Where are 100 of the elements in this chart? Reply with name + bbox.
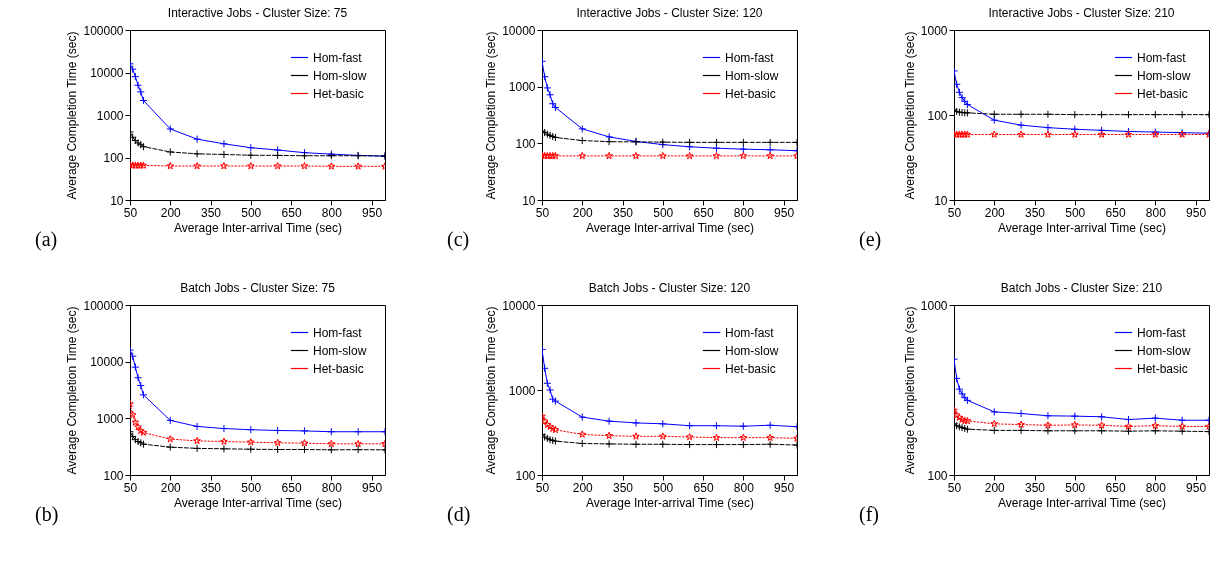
x-axis-title: Average Inter-arrival Time (sec) [174,495,342,510]
y-tick-label: 100000 [83,23,124,38]
legend-label: Hom-fast [313,50,363,65]
y-axis-title: Average Completion Time (sec) [484,306,499,475]
y-tick-label: 100 [515,468,536,483]
legend-label: Hom-slow [725,68,779,83]
x-tick-label: 500 [653,480,674,495]
text: (f) [859,503,879,526]
y-tick-label: 10000 [90,66,124,80]
x-tick-label: 650 [693,205,714,220]
y-tick-label: 1000 [508,383,536,398]
y-axis-title: Average Completion Time (sec) [65,306,80,475]
x-tick-label: 950 [362,205,383,220]
legend-label: Hom-slow [1137,343,1191,358]
chart-title: Batch Jobs - Cluster Size: 75 [180,281,336,295]
legend-label: Hom-fast [1137,325,1187,340]
x-tick-label: 800 [733,205,755,220]
chart-title: Interactive Jobs - Cluster Size: 210 [988,6,1175,20]
x-tick-label: 950 [774,205,795,220]
x-tick-label: 950 [774,480,795,495]
x-tick-label: 350 [201,205,222,220]
y-axis-title: Average Completion Time (sec) [902,306,917,475]
chart-title: Batch Jobs - Cluster Size: 210 [1000,281,1163,295]
x-axis-title: Average Inter-arrival Time (sec) [174,220,342,235]
y-tick-label: 1000 [96,108,124,123]
legend-label: Het-basic [725,361,776,376]
y-tick-label: 100 [515,136,536,151]
x-tick-label: 350 [201,480,222,495]
x-tick-label: 650 [1105,480,1126,495]
x-tick-label: 350 [613,205,634,220]
x-axis-title: Average Inter-arrival Time (sec) [586,220,754,235]
x-tick-label: 800 [321,480,343,495]
x-tick-label: 200 [572,205,594,220]
y-tick-label: 1000 [96,411,124,426]
legend-label: Hom-fast [313,325,363,340]
x-tick-label: 50 [947,480,962,495]
y-tick-label: 100 [927,468,948,483]
y-tick-label: 100000 [83,298,124,313]
x-tick-label: 650 [693,480,714,495]
x-tick-label: 800 [733,480,755,495]
x-tick-label: 950 [362,480,383,495]
text: (c) [447,228,470,251]
x-tick-label: 200 [160,480,182,495]
x-tick-label: 350 [613,480,634,495]
y-tick-label: 10 [522,193,536,208]
legend-label: Hom-fast [1137,50,1187,65]
x-tick-label: 950 [1186,480,1207,495]
y-tick-label: 100 [927,108,948,123]
text: (e) [859,228,882,251]
text: (b) [35,503,59,526]
y-tick-label: 10000 [502,23,536,38]
legend-label: Hom-slow [725,343,779,358]
legend-label: Het-basic [1137,86,1188,101]
x-tick-label: 650 [1105,205,1126,220]
y-tick-label: 1000 [920,23,948,38]
x-tick-label: 500 [241,205,262,220]
y-tick-label: 10000 [90,355,124,370]
x-tick-label: 200 [160,205,182,220]
y-tick-label: 100 [103,468,124,483]
x-tick-label: 800 [1145,205,1167,220]
x-tick-label: 500 [241,480,262,495]
legend-label: Het-basic [725,86,776,101]
legend-label: Hom-slow [1137,68,1191,83]
legend-label: Het-basic [313,86,364,101]
legend-label: Het-basic [313,361,364,376]
x-tick-label: 350 [1025,205,1046,220]
text: (d) [447,503,471,526]
x-tick-label: 650 [281,205,302,220]
y-tick-label: 1000 [508,80,536,95]
text: (a) [35,228,58,251]
y-axis-title: Average Completion Time (sec) [484,31,499,200]
y-tick-label: 100 [103,151,124,165]
x-tick-label: 50 [535,480,550,495]
y-tick-label: 1000 [920,298,948,313]
x-tick-label: 50 [123,480,138,495]
legend-label: Hom-slow [313,68,367,83]
y-tick-label: 10 [934,193,948,208]
y-axis-title: Average Completion Time (sec) [65,31,80,200]
legend-label: Hom-fast [725,325,775,340]
x-axis-title: Average Inter-arrival Time (sec) [998,220,1166,235]
x-tick-label: 350 [1025,480,1046,495]
y-tick-label: 10000 [502,298,536,313]
legend-label: Hom-slow [313,343,367,358]
x-tick-label: 500 [1065,205,1086,220]
x-axis-title: Average Inter-arrival Time (sec) [586,495,754,510]
x-tick-label: 200 [984,480,1006,495]
chart-title: Interactive Jobs - Cluster Size: 120 [576,6,763,20]
x-tick-label: 650 [281,480,302,495]
chart-title: Batch Jobs - Cluster Size: 120 [588,281,751,295]
chart-title: Interactive Jobs - Cluster Size: 75 [167,6,348,20]
x-tick-label: 50 [947,205,962,220]
x-tick-label: 950 [1186,205,1207,220]
x-tick-label: 800 [321,205,343,220]
x-tick-label: 200 [572,480,594,495]
x-tick-label: 50 [535,205,550,220]
x-tick-label: 200 [984,205,1006,220]
y-tick-label: 10 [110,193,124,208]
x-tick-label: 800 [1145,480,1167,495]
x-axis-title: Average Inter-arrival Time (sec) [998,495,1166,510]
x-tick-label: 500 [1065,480,1086,495]
